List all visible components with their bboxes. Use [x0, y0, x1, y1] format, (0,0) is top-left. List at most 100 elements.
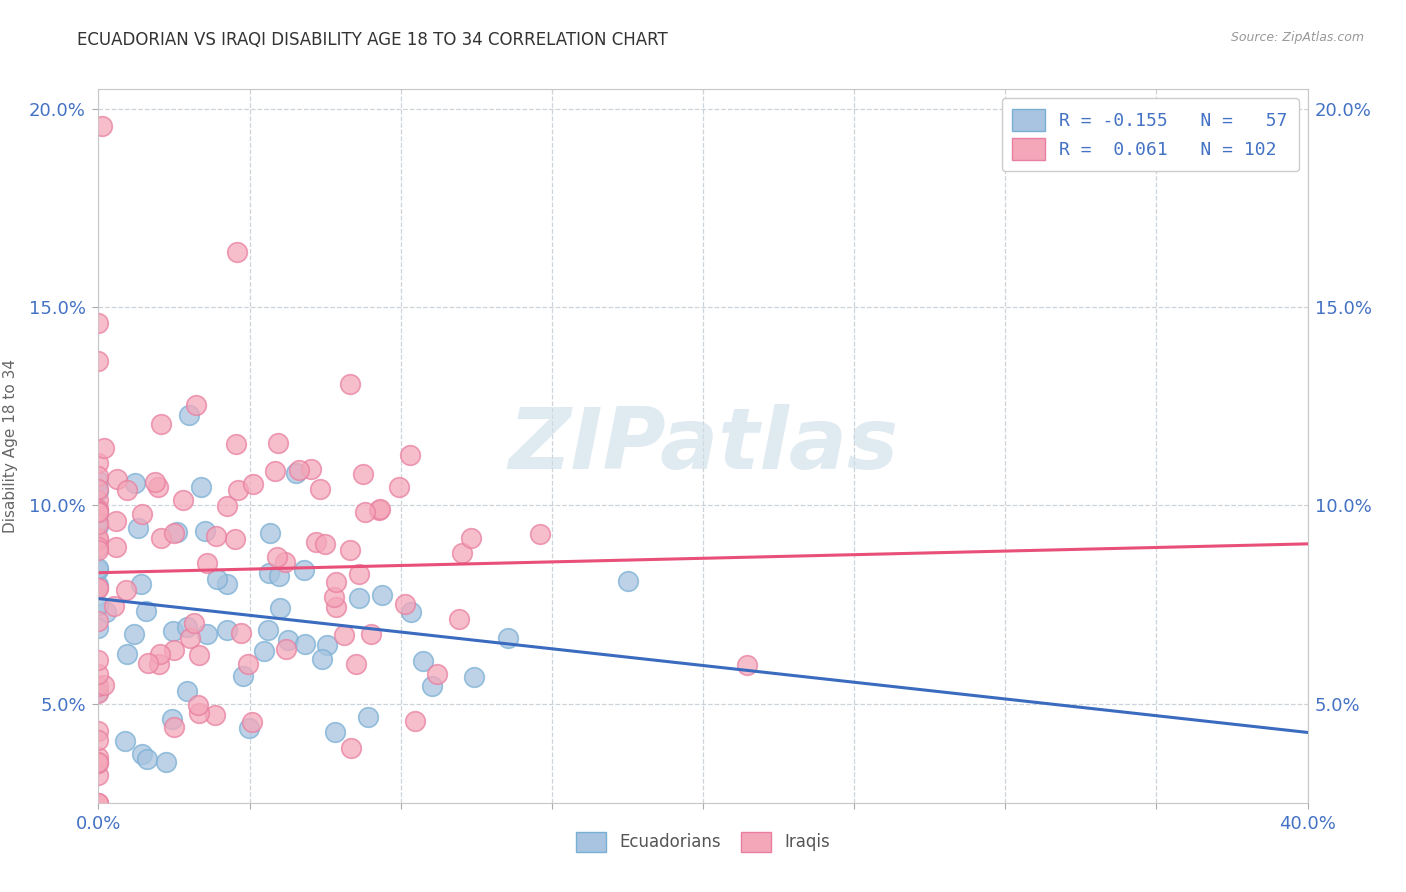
Point	[87, 756, 110, 770]
Point	[172, 492, 194, 507]
Point	[316, 638, 339, 652]
Point	[347, 567, 370, 582]
Point	[394, 597, 416, 611]
Point	[188, 706, 211, 720]
Point	[87, 492, 110, 507]
Point	[149, 417, 172, 432]
Point	[87, 519, 110, 533]
Point	[404, 714, 426, 728]
Point	[225, 244, 247, 259]
Point	[259, 525, 281, 540]
Point	[177, 409, 200, 423]
Point	[242, 476, 264, 491]
Point	[87, 514, 110, 528]
Point	[135, 604, 157, 618]
Point	[224, 532, 246, 546]
Point	[87, 732, 110, 747]
Point	[136, 656, 159, 670]
Point	[299, 462, 322, 476]
Point	[269, 569, 291, 583]
Point	[187, 698, 209, 713]
Point	[388, 480, 411, 494]
Point	[352, 467, 374, 481]
Point	[325, 575, 347, 590]
Point	[277, 632, 299, 647]
Point	[87, 531, 110, 545]
Point	[399, 448, 422, 462]
Point	[87, 503, 110, 517]
Point	[162, 624, 184, 638]
Point	[367, 502, 389, 516]
Point	[183, 616, 205, 631]
Point	[333, 628, 356, 642]
Point	[87, 796, 110, 810]
Point	[114, 734, 136, 748]
Point	[149, 647, 172, 661]
Point	[184, 398, 207, 412]
Point	[143, 475, 166, 489]
Point	[273, 555, 295, 569]
Point	[129, 577, 152, 591]
Point	[207, 572, 229, 586]
Point	[87, 456, 110, 470]
Point	[93, 678, 115, 692]
Point	[339, 542, 361, 557]
Point	[87, 750, 110, 764]
Point	[287, 463, 309, 477]
Point	[188, 648, 211, 662]
Point	[267, 436, 290, 450]
Point	[166, 524, 188, 539]
Point	[314, 536, 336, 550]
Point	[94, 605, 117, 619]
Point	[323, 724, 346, 739]
Point	[87, 724, 110, 739]
Point	[322, 590, 344, 604]
Point	[325, 599, 347, 614]
Point	[215, 499, 238, 513]
Point	[292, 563, 315, 577]
Point	[426, 666, 449, 681]
Point	[87, 353, 110, 368]
Point	[105, 472, 128, 486]
Point	[194, 524, 217, 539]
Point	[87, 679, 110, 693]
Point	[347, 591, 370, 606]
Point	[87, 686, 110, 700]
Point	[266, 549, 288, 564]
Point	[87, 484, 110, 499]
Point	[496, 631, 519, 645]
Point	[257, 566, 280, 580]
Point	[204, 708, 226, 723]
Text: ZIPatlas: ZIPatlas	[508, 404, 898, 488]
Point	[263, 464, 285, 478]
Point	[105, 514, 128, 528]
Point	[529, 527, 551, 541]
Point	[146, 480, 169, 494]
Point	[87, 614, 110, 628]
Point	[87, 666, 110, 681]
Point	[87, 502, 110, 516]
Point	[155, 756, 177, 770]
Point	[115, 583, 138, 598]
Point	[238, 657, 260, 671]
Point	[371, 589, 394, 603]
Point	[87, 599, 110, 613]
Point	[232, 669, 254, 683]
Point	[87, 316, 110, 330]
Point	[87, 474, 110, 488]
Point	[354, 505, 377, 519]
Point	[215, 576, 238, 591]
Point	[163, 720, 186, 734]
Text: Source: ZipAtlas.com: Source: ZipAtlas.com	[1230, 31, 1364, 45]
Point	[124, 476, 146, 491]
Point	[339, 376, 361, 391]
Point	[176, 620, 198, 634]
Point	[195, 626, 218, 640]
Point	[225, 437, 247, 451]
Point	[309, 482, 332, 496]
Point	[357, 710, 380, 724]
Point	[274, 642, 297, 657]
Point	[135, 751, 157, 765]
Point	[450, 546, 472, 560]
Point	[87, 482, 110, 496]
